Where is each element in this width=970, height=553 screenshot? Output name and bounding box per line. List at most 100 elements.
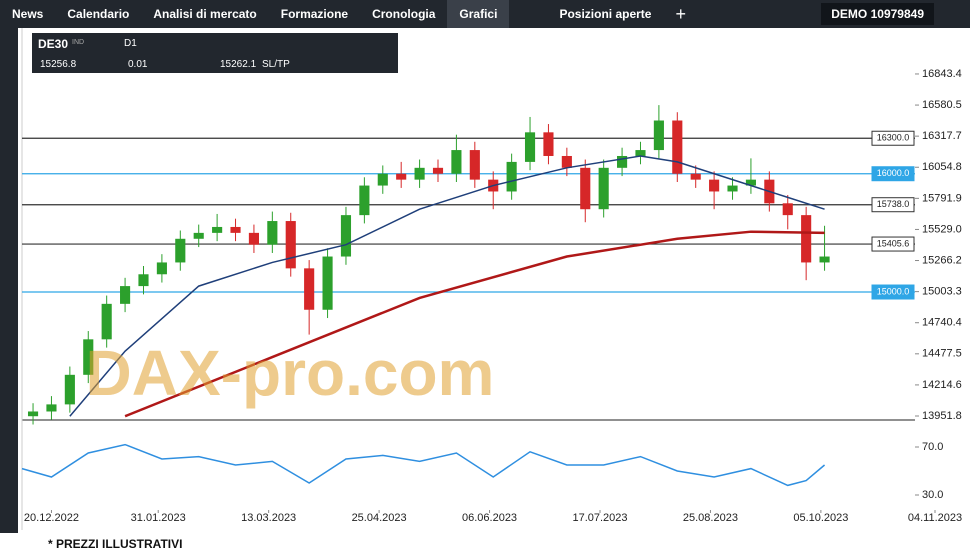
rsi-tick-label: 30.0	[922, 489, 943, 501]
y-tick-label: 14477.5	[922, 348, 962, 360]
candle-body	[451, 150, 462, 174]
volume[interactable]: 0.01	[128, 59, 148, 70]
candle-body	[101, 303, 112, 340]
level-label: 15405.6	[877, 238, 910, 248]
footnote: * PREZZI ILLUSTRATIVI	[48, 537, 183, 551]
candle-body	[396, 173, 407, 180]
candle-body	[285, 221, 296, 269]
symbol[interactable]: DE30	[38, 37, 69, 51]
candle-body	[83, 339, 94, 375]
order-toolbar: DE30 IND D1 15256.8 0.01 15262.1 SL/TP	[32, 33, 398, 73]
sl-tp[interactable]: SL/TP	[262, 59, 290, 70]
candle-body	[580, 167, 591, 210]
candle-body	[340, 215, 352, 257]
x-tick-label: 05.10.2023	[793, 512, 848, 524]
x-tick-label: 04.11.2023	[908, 512, 962, 524]
account[interactable]: DEMO 10979849	[821, 3, 934, 25]
y-tick-label: 16843.4	[922, 68, 962, 80]
ask[interactable]: 15262.1	[220, 59, 257, 70]
candle-body	[64, 374, 75, 405]
candle-body	[598, 167, 609, 210]
x-tick-label: 20.12.2022	[24, 512, 79, 524]
y-tick-label: 13951.8	[922, 410, 962, 422]
candle-body	[635, 150, 646, 156]
price-axis	[915, 28, 970, 533]
x-tick-label: 31.01.2023	[131, 512, 186, 524]
timeframe[interactable]: D1	[124, 38, 137, 49]
candle-body	[727, 185, 738, 192]
moving-average	[124, 230, 825, 418]
candle-body	[801, 215, 812, 263]
candle-body	[617, 155, 628, 168]
symbol-tag: IND	[72, 39, 85, 46]
candle-body	[267, 221, 278, 245]
y-tick-label: 16054.8	[922, 161, 962, 173]
candle-body	[653, 120, 664, 151]
y-tick-label: 15791.9	[922, 192, 962, 204]
candle-body	[782, 203, 793, 216]
candle-body	[359, 185, 370, 216]
y-tick-label: 16317.7	[922, 130, 962, 142]
candle-body	[304, 268, 315, 310]
candle-body	[248, 232, 259, 245]
candle-body	[27, 411, 39, 417]
watermark: DAX-pro.com	[86, 337, 495, 409]
candle-body	[819, 256, 830, 263]
nav-item[interactable]: News	[12, 7, 44, 21]
candle-body	[175, 238, 186, 263]
candle-body	[506, 161, 517, 192]
x-tick-label: 25.04.2023	[352, 512, 407, 524]
candle-body	[212, 226, 223, 233]
candle-body	[322, 256, 333, 310]
candle-body	[156, 262, 167, 275]
y-tick-label: 14740.4	[922, 317, 962, 329]
level-tag	[871, 166, 915, 182]
level-label: 15000.0	[877, 286, 910, 296]
candle-body	[543, 132, 554, 156]
candle-body	[120, 286, 131, 304]
y-tick-label: 15003.3	[922, 286, 962, 298]
candle-body	[138, 274, 149, 287]
level-tag	[871, 284, 915, 300]
rsi-tick-label: 70.0	[922, 441, 943, 453]
nav-item[interactable]: Posizioni aperte	[559, 7, 652, 21]
level-label: 15738.0	[877, 199, 910, 209]
candle-body	[414, 167, 425, 180]
candle-body	[432, 167, 444, 174]
add-tab[interactable]: +	[675, 4, 686, 24]
y-tick-label: 14214.6	[922, 379, 962, 391]
level-tag	[871, 197, 915, 213]
y-tick-label: 15266.2	[922, 254, 962, 266]
nav-item[interactable]: Formazione	[280, 7, 349, 21]
candle-body	[46, 404, 57, 412]
candle-body	[469, 150, 480, 180]
level-tag	[871, 236, 915, 252]
y-tick-label: 15529.0	[922, 223, 962, 235]
candle-body	[690, 173, 701, 180]
level-label: 16300.0	[877, 133, 910, 143]
x-tick-label: 25.08.2023	[683, 512, 738, 524]
nav-item[interactable]: Analisi di mercato	[153, 7, 257, 21]
candle-body	[745, 179, 756, 186]
x-tick-label: 06.06.2023	[462, 512, 517, 524]
moving-average	[69, 155, 825, 417]
candle-body	[230, 226, 241, 233]
candle-body	[709, 179, 720, 192]
x-tick-label: 13.03.2023	[241, 512, 296, 524]
nav-item[interactable]: Grafici	[447, 0, 510, 28]
bid[interactable]: 15256.8	[40, 59, 77, 70]
nav-bar: News Calendario Analisi di mercato Forma…	[0, 0, 970, 28]
level-label: 16000.0	[877, 168, 910, 178]
nav-item[interactable]: Calendario	[67, 7, 130, 21]
rsi-line	[21, 443, 826, 487]
candle-body	[193, 232, 204, 239]
candle-body	[561, 155, 572, 168]
nav-item[interactable]: Cronologia	[372, 7, 436, 21]
candle-body	[377, 173, 388, 186]
y-tick-label: 16580.5	[922, 99, 962, 111]
side-toolbar	[0, 28, 18, 533]
level-tag	[871, 130, 915, 146]
x-tick-label: 17.07.2023	[572, 512, 627, 524]
